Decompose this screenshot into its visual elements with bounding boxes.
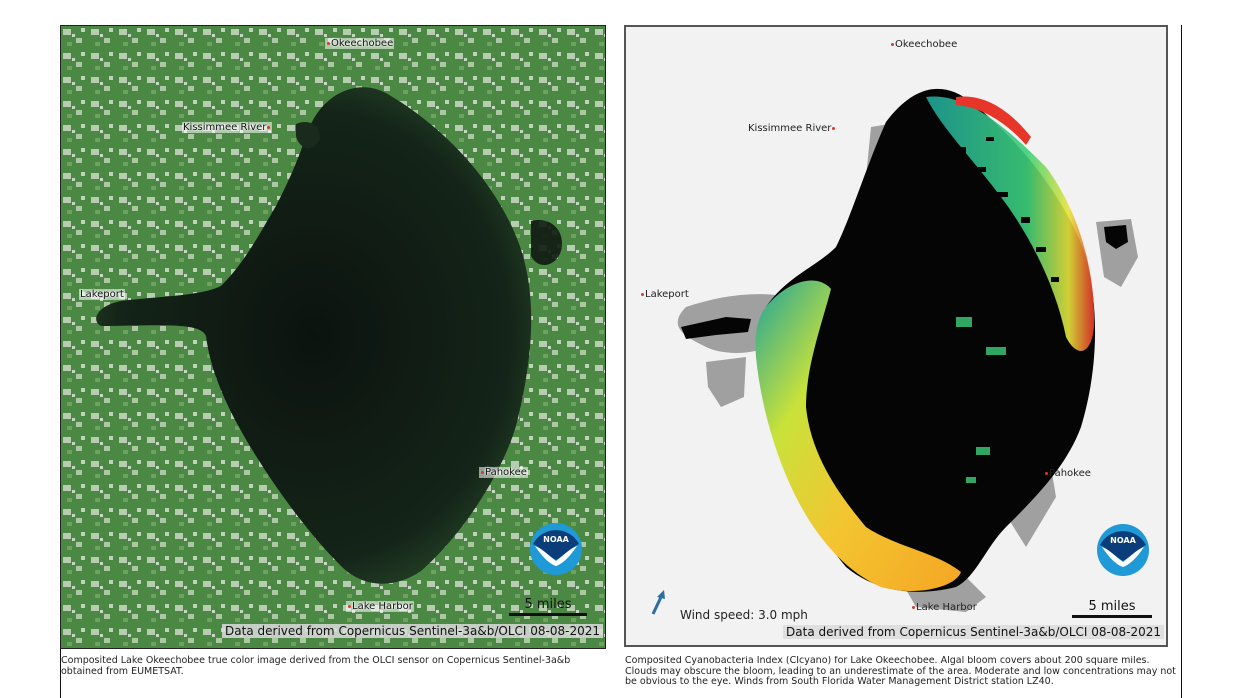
scale-label: 5 miles	[524, 597, 572, 612]
wind-speed-label: Wind speed: 3.0 mph	[680, 608, 808, 622]
true-color-map: Okeechobee Kissimmee River Lakeport Paho…	[60, 25, 606, 649]
label-lake-harbor: Lake Harbor	[346, 601, 414, 612]
data-credit: Data derived from Copernicus Sentinel-3a…	[222, 624, 603, 638]
scale-bar-line	[509, 613, 587, 616]
location-marker-icon	[327, 41, 330, 45]
label-okeechobee: Okeechobee	[325, 38, 395, 49]
label-pahokee: Pahokee	[479, 467, 528, 478]
label-lake-harbor: Lake Harbor	[911, 602, 977, 613]
noaa-logo-icon: NOAA	[529, 522, 583, 576]
scale-bar: 5 miles	[509, 597, 587, 616]
scale-bar-line	[1072, 615, 1152, 618]
svg-text:NOAA: NOAA	[1110, 536, 1136, 545]
true-color-imagery	[61, 26, 605, 648]
scale-bar: 5 miles	[1072, 599, 1152, 618]
location-marker-icon	[641, 292, 644, 296]
left-caption: Composited Lake Okeechobee true color im…	[61, 655, 571, 677]
noaa-logo-icon: NOAA	[1096, 523, 1150, 577]
location-marker-icon	[348, 604, 351, 608]
location-marker-icon	[891, 42, 894, 46]
label-lakeport: Lakeport	[640, 289, 689, 300]
cyanobacteria-index-map: Okeechobee Kissimmee River Lakeport Paho…	[624, 25, 1168, 647]
location-marker-icon	[912, 605, 915, 609]
data-credit: Data derived from Copernicus Sentinel-3a…	[783, 625, 1164, 639]
right-caption: Composited Cyanobacteria Index (CIcyano)…	[625, 656, 1176, 687]
location-marker-icon	[481, 470, 484, 474]
label-kissimmee-river: Kissimmee River	[748, 123, 836, 134]
label-pahokee: Pahokee	[1044, 468, 1091, 479]
location-marker-icon	[1045, 471, 1048, 475]
location-marker-icon	[267, 125, 271, 129]
page-border-right	[1181, 25, 1182, 698]
label-lakeport: Lakeport	[79, 289, 125, 300]
location-marker-icon	[832, 126, 836, 130]
label-kissimmee-river: Kissimmee River	[182, 122, 273, 133]
svg-text:NOAA: NOAA	[543, 535, 569, 544]
cyanobacteria-imagery	[677, 88, 1138, 612]
wind-arrow-icon	[648, 589, 668, 617]
scale-label: 5 miles	[1088, 599, 1136, 614]
label-okeechobee: Okeechobee	[890, 39, 957, 50]
